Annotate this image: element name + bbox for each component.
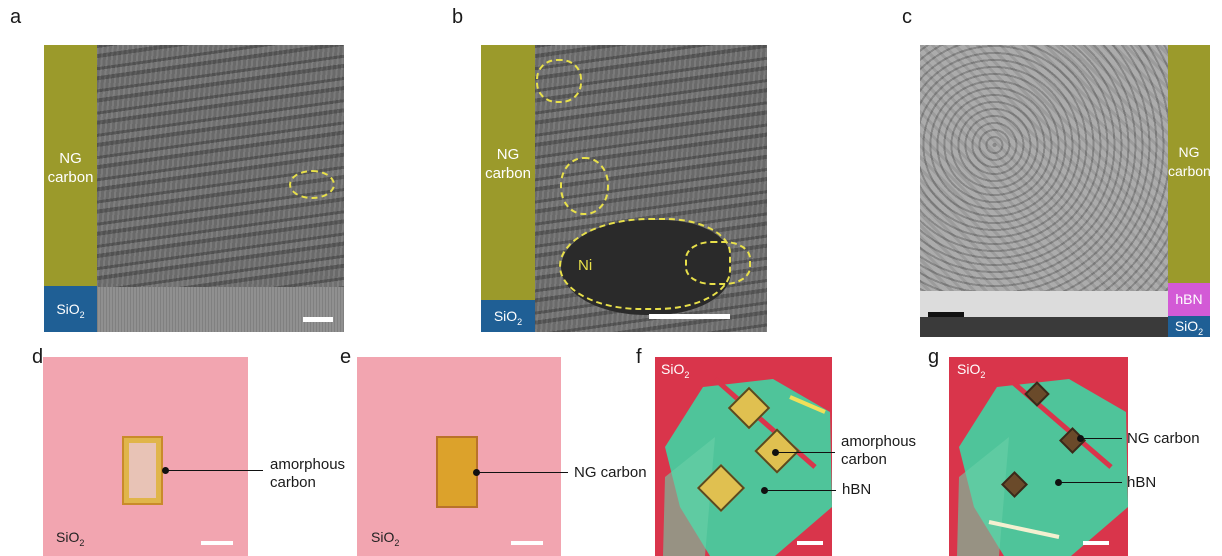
sio2-label: SiO2	[371, 529, 400, 548]
panel-f-optical-image: SiO2	[655, 357, 832, 556]
panel-c-tem-image: NG carbon hBN SiO2	[920, 45, 1210, 337]
tem-texture	[920, 45, 1168, 295]
tem-texture	[97, 45, 344, 287]
particle-outline-3	[685, 241, 751, 285]
panel-label-d: d	[32, 346, 44, 368]
panel-label-e: e	[340, 346, 352, 368]
ni-particle-outline	[289, 170, 335, 199]
pointer-line	[775, 452, 835, 453]
sio2-overlay: SiO2	[481, 300, 535, 332]
annotation-amorphous-carbon: amorphous carbon	[841, 433, 917, 468]
annotation-ng-carbon: NG carbon	[1127, 430, 1200, 447]
ng-carbon-overlay: NG carbon	[44, 45, 97, 286]
panel-label-c: c	[902, 6, 912, 28]
sio2-overlay: SiO2	[44, 286, 97, 332]
panel-label-a: a	[10, 6, 22, 28]
pointer-line	[1080, 438, 1122, 439]
panel-d-optical-image: SiO2	[43, 357, 248, 556]
scale-bar	[201, 541, 233, 545]
panel-label-g: g	[928, 346, 940, 368]
amorphous-carbon-pad	[122, 436, 163, 505]
pointer-line	[476, 472, 568, 473]
panel-g-optical-image: SiO2	[949, 357, 1128, 556]
ng-carbon-overlay: NG carbon	[481, 45, 535, 300]
ng-carbon-label: NG carbon	[1168, 144, 1210, 179]
particle-outline-2	[560, 157, 609, 215]
ng-carbon-pad	[436, 436, 478, 508]
substrate-region	[97, 287, 344, 332]
hbn-flake-shape	[663, 377, 832, 556]
annotation-ng-carbon: NG carbon	[574, 464, 647, 481]
pointer-line	[165, 470, 263, 471]
particle-outline-1	[536, 59, 582, 103]
ni-label: Ni	[578, 257, 593, 274]
scale-bar	[1083, 541, 1109, 545]
sio2-label: SiO2	[661, 361, 690, 380]
scale-bar	[511, 541, 543, 545]
substrate-region	[920, 317, 1168, 337]
scale-bar	[303, 317, 333, 322]
ng-carbon-overlay: NG carbon	[1168, 45, 1210, 283]
panel-a-tem-image: NG carbon SiO2	[44, 45, 344, 332]
scale-bar	[797, 541, 823, 545]
panel-e-optical-image: SiO2	[357, 357, 561, 556]
annotation-amorphous-carbon: amorphous carbon	[270, 456, 346, 491]
scale-bar	[928, 312, 964, 317]
annotation-hbn: hBN	[1127, 474, 1157, 491]
pointer-line	[1058, 482, 1122, 483]
pointer-line	[764, 490, 836, 491]
scale-bar	[649, 314, 730, 319]
sio2-overlay: SiO2	[1168, 316, 1210, 337]
panel-label-b: b	[452, 6, 464, 28]
panel-label-f: f	[636, 346, 642, 368]
ng-carbon-label: NG carbon	[47, 150, 94, 186]
sio2-label: SiO2	[56, 529, 85, 548]
sio2-label: SiO2	[957, 361, 986, 380]
hbn-overlay: hBN	[1168, 283, 1210, 316]
ng-carbon-label: NG carbon	[485, 146, 531, 182]
panel-b-tem-image: NG carbon SiO2 Ni	[481, 45, 767, 332]
annotation-hbn: hBN	[842, 481, 872, 498]
